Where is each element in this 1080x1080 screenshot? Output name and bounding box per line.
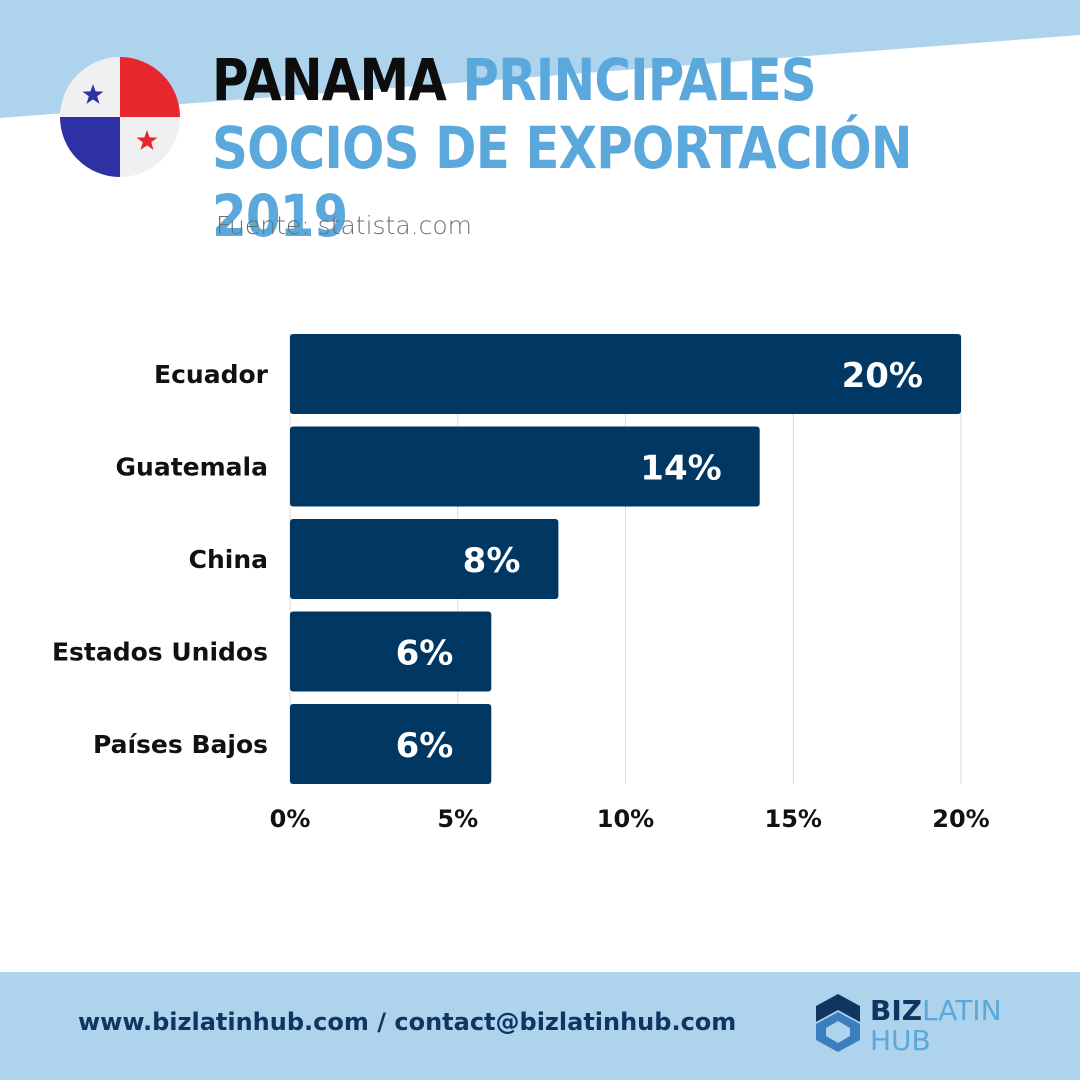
logo-biz: BIZ: [870, 994, 923, 1027]
title-country: PANAMA: [212, 46, 447, 114]
bar-value-label: 20%: [842, 356, 923, 396]
source-note: Fuente: statista.com: [216, 211, 473, 240]
header-background: [0, 0, 1080, 118]
bar: [290, 704, 492, 784]
x-tick-label: 20%: [932, 805, 989, 833]
category-label: Ecuador: [154, 360, 269, 389]
x-tick-label: 0%: [270, 805, 311, 833]
bar-value-label: 14%: [640, 449, 721, 489]
bizlatinhub-logo[interactable]: BIZLATIN HUB: [812, 992, 1012, 1062]
bar: [290, 334, 961, 414]
bar-value-label: 6%: [396, 634, 454, 674]
bar: [290, 611, 492, 692]
x-tick-label: 10%: [597, 805, 654, 833]
footer-band: www.bizlatinhub.com / contact@bizlatinhu…: [0, 972, 1080, 1080]
category-label: China: [189, 545, 268, 574]
export-partners-bar-chart: 0% 5% 10% 15% 20% Ecuador 20% Guatemala 14% China…: [52, 334, 990, 833]
bar-value-label: 8%: [463, 541, 521, 581]
category-label: Estados Unidos: [52, 638, 268, 667]
bar-value-label: 6%: [396, 726, 454, 766]
category-label: Países Bajos: [93, 730, 268, 759]
logo-hub: HUB: [870, 1024, 931, 1057]
footer-contact-link[interactable]: www.bizlatinhub.com / contact@bizlatinhu…: [78, 1008, 737, 1036]
bizlatinhub-logo-icon: [816, 994, 860, 1052]
title-subject: PRINCIPALES SOCIOS DE EXPORTACIÓN 2019: [212, 46, 913, 250]
panama-flag-icon: [60, 57, 180, 177]
bar: [290, 426, 760, 507]
category-label: Guatemala: [116, 453, 268, 482]
bar: [290, 519, 559, 599]
logo-line-1: BIZLATIN: [870, 994, 1002, 1027]
x-tick-label: 5%: [437, 805, 478, 833]
logo-latin: LATIN: [922, 994, 1002, 1027]
x-tick-label: 15%: [765, 805, 822, 833]
page-title: PANAMA PRINCIPALES SOCIOS DE EXPORTACIÓN…: [212, 46, 943, 250]
